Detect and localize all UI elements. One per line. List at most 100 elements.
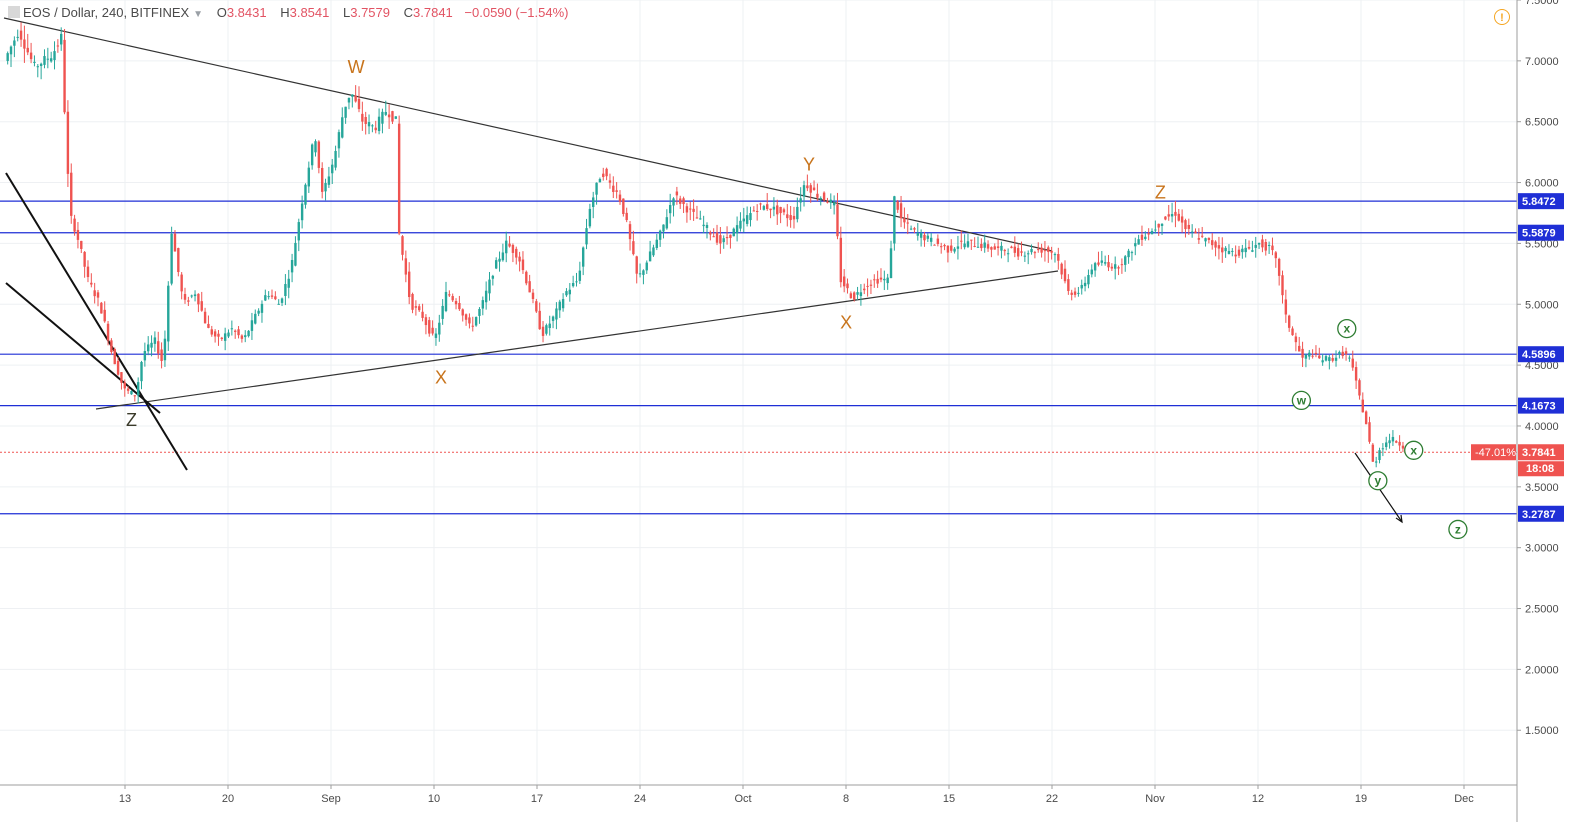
time-axis[interactable]: 13 20 Sep 10 17 24 Oct 8 15 22 Nov 12 19 Dec — [0, 784, 1517, 805]
candle-body — [1214, 241, 1217, 248]
candle-body — [1154, 229, 1157, 231]
chevron-down-icon[interactable]: ▼ — [193, 9, 204, 20]
candle-body — [1207, 237, 1211, 240]
candle-body — [608, 180, 612, 183]
trendline — [3, 17, 1053, 252]
x-tick-label: 22 — [1046, 793, 1058, 805]
candle-body — [655, 239, 658, 248]
candle-body — [451, 296, 454, 301]
y-tick-label: 1.5000 — [1525, 725, 1559, 737]
candle-body — [254, 313, 257, 324]
candle-body — [1291, 328, 1294, 336]
x-tick-label: 17 — [531, 793, 543, 805]
candle-body — [314, 141, 317, 153]
candle-body — [147, 344, 150, 352]
candle-body — [916, 233, 919, 236]
candle-body — [1211, 240, 1214, 246]
open-label: O — [216, 5, 227, 20]
candle-body — [598, 179, 602, 183]
candle-body — [739, 220, 742, 229]
warning-circle-icon[interactable]: ! — [1494, 9, 1510, 25]
candle-body — [1137, 239, 1140, 245]
candle-body — [1274, 252, 1278, 259]
candle-body — [1087, 275, 1090, 285]
candle-body — [1385, 442, 1388, 448]
candle-body — [839, 237, 843, 283]
candle-body — [377, 116, 381, 132]
wave-label: w — [1296, 393, 1307, 407]
candle-body — [963, 243, 966, 248]
candle-body — [19, 30, 23, 40]
candle-body — [692, 208, 695, 212]
candle-body — [357, 98, 361, 110]
candle-body — [605, 168, 608, 177]
candle-body — [592, 197, 595, 207]
candle-body — [213, 331, 217, 337]
candle-body — [1318, 355, 1321, 359]
candle-body — [1147, 233, 1150, 235]
candle-body — [234, 330, 237, 332]
candle-body — [1047, 247, 1050, 252]
candle-body — [270, 295, 274, 297]
candle-body — [990, 247, 993, 250]
candle-body — [1371, 444, 1375, 462]
candle-body — [391, 111, 394, 122]
candle-body — [157, 341, 160, 354]
candle-body — [508, 243, 511, 247]
candle-body — [324, 183, 327, 192]
price-axis[interactable]: 1.5000 2.0000 2.5000 3.0000 3.5000 4.0000 4.50… — [1471, 0, 1564, 822]
candle-body — [76, 229, 80, 240]
candle-body — [715, 232, 719, 243]
candle-body — [1287, 315, 1291, 328]
candle-body — [381, 111, 384, 124]
candle-body — [1000, 245, 1003, 251]
candle-body — [200, 301, 203, 311]
candle-body — [1053, 254, 1057, 256]
candle-body — [919, 232, 923, 238]
candle-body — [1177, 213, 1180, 221]
candle-body — [1117, 267, 1120, 269]
candle-body — [528, 281, 531, 293]
candle-body — [43, 56, 46, 65]
candle-body — [1180, 216, 1184, 223]
candle-body — [344, 106, 347, 118]
candle-body — [16, 36, 19, 38]
level-price-tag — [1518, 397, 1564, 414]
candle-body — [970, 239, 973, 241]
candle-body — [923, 234, 926, 241]
candle-body — [1241, 248, 1244, 253]
candle-body — [260, 303, 264, 313]
candle-body — [86, 266, 90, 278]
candle-body — [1093, 263, 1097, 271]
candle-body — [498, 258, 501, 262]
candle-body — [474, 317, 478, 326]
candle-body — [73, 218, 76, 232]
candle-body — [478, 308, 481, 316]
candle-body — [331, 164, 334, 174]
candle-body — [762, 206, 766, 210]
candle-body — [722, 238, 725, 243]
candle-body — [1251, 250, 1254, 252]
candle-body — [143, 351, 147, 361]
candle-body — [802, 185, 806, 197]
candle-body — [1321, 360, 1324, 363]
wave-label: y — [1375, 474, 1382, 488]
candle-body — [568, 289, 572, 295]
close-value: 3.7841 — [413, 5, 453, 20]
candle-body — [538, 310, 541, 330]
candle-body — [387, 114, 391, 118]
candle-body — [1254, 244, 1257, 248]
x-tick-label: 13 — [119, 793, 131, 805]
level-price-label: 5.5879 — [1522, 228, 1556, 240]
candle-body — [36, 66, 39, 68]
candle-body — [494, 260, 498, 269]
candle-body — [444, 291, 448, 311]
candle-body — [9, 46, 13, 55]
symbol-title[interactable]: EOS / Dollar, 240, BITFINEX — [23, 5, 190, 20]
countdown-tag — [1518, 461, 1564, 477]
candle-body — [742, 218, 745, 222]
candle-body — [769, 208, 772, 211]
candle-body — [1057, 254, 1060, 261]
candle-body — [347, 97, 351, 103]
